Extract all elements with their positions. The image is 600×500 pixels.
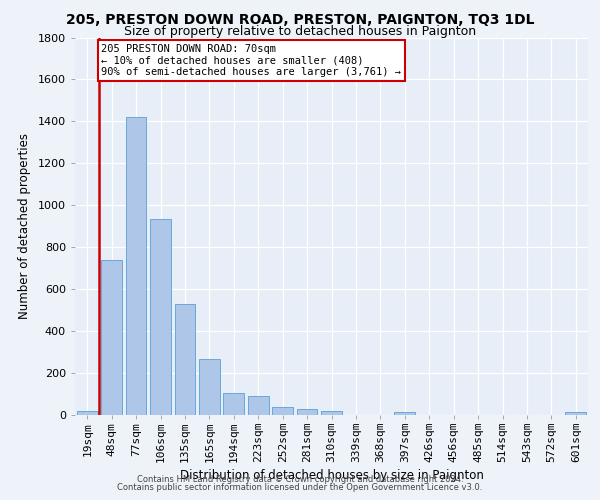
Bar [199, 360, 220, 415]
Bar [394, 412, 415, 415]
Bar [101, 260, 122, 415]
Bar [150, 219, 171, 415]
Text: 205, PRESTON DOWN ROAD, PRESTON, PAIGNTON, TQ3 1DL: 205, PRESTON DOWN ROAD, PRESTON, PAIGNTO… [66, 12, 534, 26]
Bar [321, 411, 342, 415]
Text: Contains HM Land Registry data © Crown copyright and database right 2024.: Contains HM Land Registry data © Crown c… [137, 475, 463, 484]
Bar [77, 411, 98, 415]
Bar [175, 304, 196, 415]
Text: Size of property relative to detached houses in Paignton: Size of property relative to detached ho… [124, 25, 476, 38]
X-axis label: Distribution of detached houses by size in Paignton: Distribution of detached houses by size … [179, 470, 484, 482]
Bar [272, 406, 293, 415]
Bar [248, 396, 269, 415]
Bar [296, 409, 317, 415]
Bar [565, 412, 586, 415]
Y-axis label: Number of detached properties: Number of detached properties [18, 133, 31, 320]
Text: Contains public sector information licensed under the Open Government Licence v3: Contains public sector information licen… [118, 484, 482, 492]
Text: 205 PRESTON DOWN ROAD: 70sqm
← 10% of detached houses are smaller (408)
90% of s: 205 PRESTON DOWN ROAD: 70sqm ← 10% of de… [101, 44, 401, 77]
Bar [125, 117, 146, 415]
Bar [223, 393, 244, 415]
